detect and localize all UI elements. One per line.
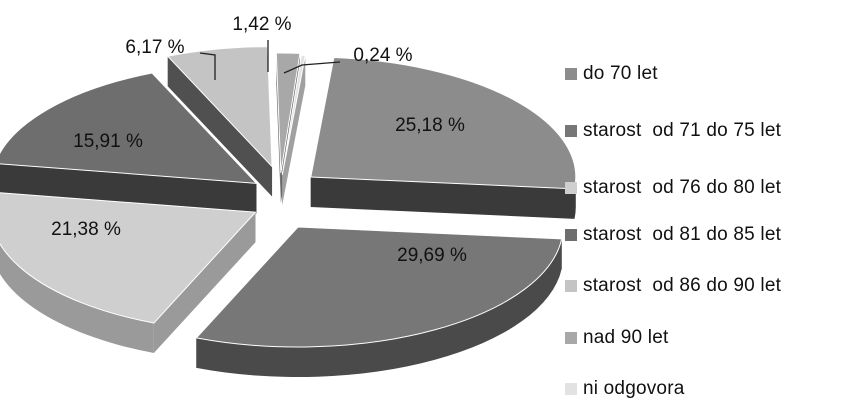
legend-label: starost od 81 do 85 let	[583, 224, 782, 245]
legend-label: starost od 71 do 75 let	[583, 120, 782, 141]
legend-swatch	[565, 229, 577, 241]
pie-slice	[195, 226, 563, 348]
pie-slice	[275, 52, 301, 174]
slice-cut-face	[310, 177, 575, 219]
legend-swatch	[565, 182, 577, 194]
legend-item: starost od 76 do 80 let	[565, 176, 781, 200]
legend-item: starost od 71 do 75 let	[565, 119, 781, 143]
leader-line	[199, 52, 216, 80]
data-label: 0,24 %	[353, 45, 412, 66]
slice-cut-face	[282, 55, 306, 205]
data-label: 25,18 %	[395, 115, 465, 136]
legend-swatch	[565, 280, 577, 292]
data-label: 29,69 %	[397, 245, 467, 266]
legend-label: nad 90 let	[583, 327, 669, 348]
slice-cut-face	[0, 163, 257, 214]
legend-item: nad 90 let	[565, 326, 668, 350]
legend-item: ni odgovora	[565, 377, 685, 401]
leader-line	[283, 61, 341, 74]
legend-label: do 70 let	[583, 63, 658, 84]
data-label: 1,42 %	[232, 14, 291, 35]
slice-tops	[0, 46, 577, 348]
pie-slice	[310, 56, 577, 190]
legend-label: ni odgovora	[583, 378, 685, 399]
legend-item: starost od 81 do 85 let	[565, 223, 781, 247]
leader-lines	[199, 40, 341, 80]
data-label: 21,38 %	[51, 219, 121, 240]
data-labels: 25,18 % 29,69 % 21,38 % 15,91 % 6,17 % 1,42 %…	[51, 14, 467, 266]
legend-label: starost od 76 do 80 let	[583, 177, 782, 198]
legend-swatch	[565, 383, 577, 395]
slice-cut-face	[167, 56, 273, 197]
legend-swatch	[565, 332, 577, 344]
legend-item: starost od 86 do 90 let	[565, 274, 781, 298]
slice-side	[0, 243, 154, 354]
pie-slice	[0, 72, 258, 184]
data-label: 6,17 %	[125, 37, 184, 58]
data-label: 15,91 %	[73, 131, 143, 152]
legend-swatch	[565, 68, 577, 80]
legend-swatch	[565, 125, 577, 137]
pie-slice	[0, 192, 257, 324]
legend-item: do 70 let	[565, 62, 658, 86]
legend-label: starost od 86 do 90 let	[583, 275, 782, 296]
pie-slice	[281, 54, 306, 175]
slice-cut-face	[153, 212, 256, 354]
slice-side	[196, 238, 562, 378]
